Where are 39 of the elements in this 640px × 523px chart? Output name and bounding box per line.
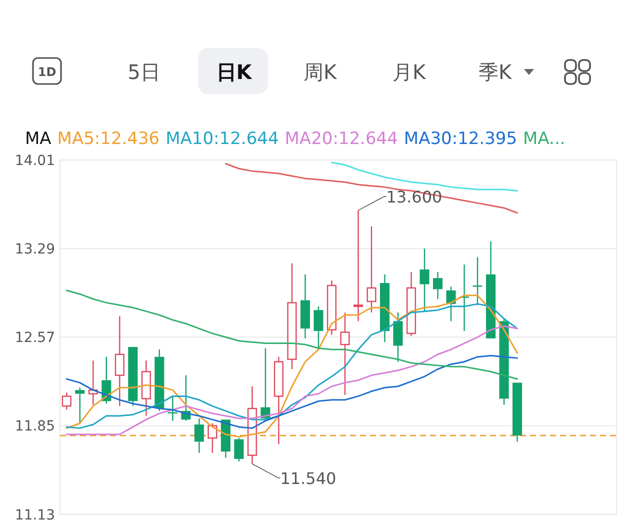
candlestick <box>406 271 416 337</box>
text: 日K <box>216 60 254 84</box>
y-tick-label: 12.57 <box>14 330 55 346</box>
annotation: 13.600 <box>386 187 442 206</box>
candlestick <box>326 280 336 336</box>
line-series <box>330 162 518 192</box>
text: MA20:12.644 <box>284 129 398 149</box>
candlestick <box>287 262 297 370</box>
candlestick <box>420 248 430 312</box>
annotation: 11.540 <box>280 468 336 488</box>
y-tick-label: 14.01 <box>14 153 55 169</box>
y-tick-label: 13.29 <box>14 242 55 258</box>
candlestick <box>380 274 390 343</box>
candlestick <box>194 418 204 454</box>
legend-title: MA <box>25 129 52 149</box>
text: 月K <box>392 60 426 84</box>
text: 周K <box>303 60 338 84</box>
line-series <box>66 325 518 436</box>
candlestick <box>340 312 350 396</box>
candlestick <box>432 271 443 300</box>
text: 5日 <box>128 60 160 84</box>
candlestick <box>366 226 376 314</box>
text: 季K <box>478 60 512 84</box>
text: MA5:12.436 <box>57 129 160 149</box>
y-tick-label: 11.13 <box>14 507 55 523</box>
candlestick <box>353 210 364 322</box>
candlestick <box>141 360 151 416</box>
candlestick <box>300 274 310 339</box>
line-series <box>66 290 518 380</box>
text: 1D <box>38 65 56 79</box>
line-series <box>66 354 518 429</box>
text: MA30:12.395 <box>404 129 518 149</box>
line-series <box>224 162 518 214</box>
candlestick <box>168 396 178 422</box>
text: MA... <box>523 129 566 149</box>
y-tick-label: 11.85 <box>14 418 55 435</box>
text: MA10:12.644 <box>166 129 279 149</box>
candlestick <box>114 316 124 407</box>
candlestick <box>274 356 284 445</box>
